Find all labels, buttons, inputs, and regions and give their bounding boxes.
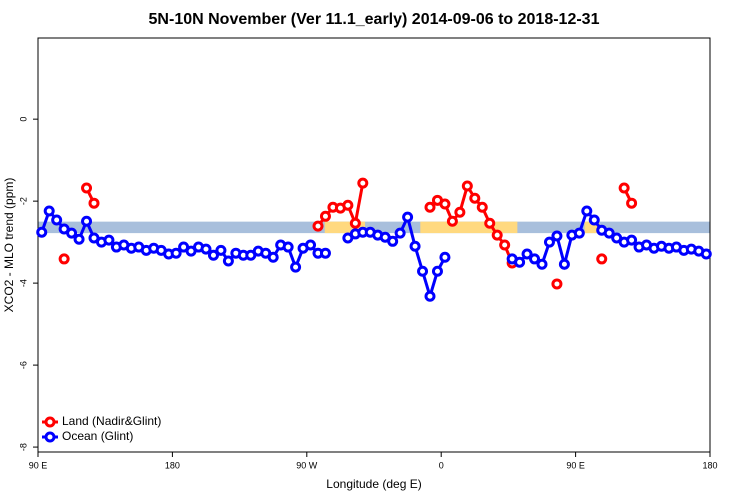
data-point (529, 253, 541, 265)
x-tick-label: 90 E (566, 460, 585, 470)
chart-title: 5N-10N November (Ver 11.1_early) 2014-09… (149, 11, 600, 28)
data-point (402, 211, 414, 223)
data-point (596, 253, 608, 265)
data-point (81, 182, 93, 194)
data-point (58, 253, 70, 265)
data-point (514, 256, 526, 268)
data-point (446, 215, 458, 227)
legend-label: Land (Nadir&Glint) (62, 414, 161, 428)
land-band (324, 221, 366, 234)
x-axis-label: Longitude (deg E) (326, 477, 421, 491)
data-point (222, 255, 234, 267)
data-point (573, 227, 585, 239)
x-tick-label: 0 (439, 460, 444, 470)
data-point (36, 226, 48, 238)
data-point (499, 239, 511, 251)
data-point (581, 205, 593, 217)
data-point (618, 182, 630, 194)
data-point (491, 229, 503, 241)
data-point (349, 217, 361, 229)
data-point (476, 201, 488, 213)
x-tick-label: 180 (702, 460, 717, 470)
data-point (558, 258, 570, 270)
data-point (282, 241, 294, 253)
data-point (469, 192, 481, 204)
data-point (215, 244, 227, 256)
data-point (312, 220, 324, 232)
data-point (543, 236, 555, 248)
data-point (454, 206, 466, 218)
data-point (170, 247, 182, 259)
legend-marker (44, 416, 56, 428)
data-point (81, 215, 93, 227)
y-tick-label: 0 (18, 117, 28, 122)
data-point (73, 233, 85, 245)
x-tick-label: 180 (165, 460, 180, 470)
plot-frame (37, 37, 711, 453)
x-tick-label: 90 W (296, 460, 318, 470)
ocean-band (38, 221, 710, 234)
y-tick-label: -4 (18, 279, 28, 287)
data-point (357, 177, 369, 189)
data-point (700, 248, 712, 260)
data-point (267, 251, 279, 263)
legend-marker (44, 431, 56, 443)
data-point (305, 239, 317, 251)
data-point (551, 230, 563, 242)
data-point (200, 243, 212, 255)
data-point (424, 290, 436, 302)
data-point (603, 227, 615, 239)
data-point (431, 265, 443, 277)
y-axis-label: XCO2 - MLO trend (ppm) (2, 178, 16, 313)
data-point (394, 227, 406, 239)
data-point (417, 265, 429, 277)
data-point (103, 234, 115, 246)
data-point (439, 251, 451, 263)
data-point (66, 227, 78, 239)
data-point (43, 205, 55, 217)
legend-label: Ocean (Glint) (62, 429, 133, 443)
data-point (626, 234, 638, 246)
y-tick-label: -2 (18, 197, 28, 205)
x-tick-label: 90 E (29, 460, 48, 470)
data-point (424, 201, 436, 213)
data-point (536, 258, 548, 270)
data-point (319, 210, 331, 222)
y-tick-label: -8 (18, 443, 28, 451)
data-point (461, 180, 473, 192)
data-point (626, 197, 638, 209)
data-point (319, 247, 331, 259)
data-point (439, 198, 451, 210)
data-point (588, 214, 600, 226)
data-point (484, 217, 496, 229)
data-point (387, 235, 399, 247)
data-point (521, 248, 533, 260)
data-point (551, 278, 563, 290)
y-tick-label: -6 (18, 361, 28, 369)
land-band (420, 221, 518, 234)
data-point (342, 199, 354, 211)
data-point (88, 197, 100, 209)
data-point (409, 240, 421, 252)
data-point (290, 261, 302, 273)
data-point (51, 214, 63, 226)
land-band (584, 221, 600, 234)
data-point (207, 249, 219, 261)
